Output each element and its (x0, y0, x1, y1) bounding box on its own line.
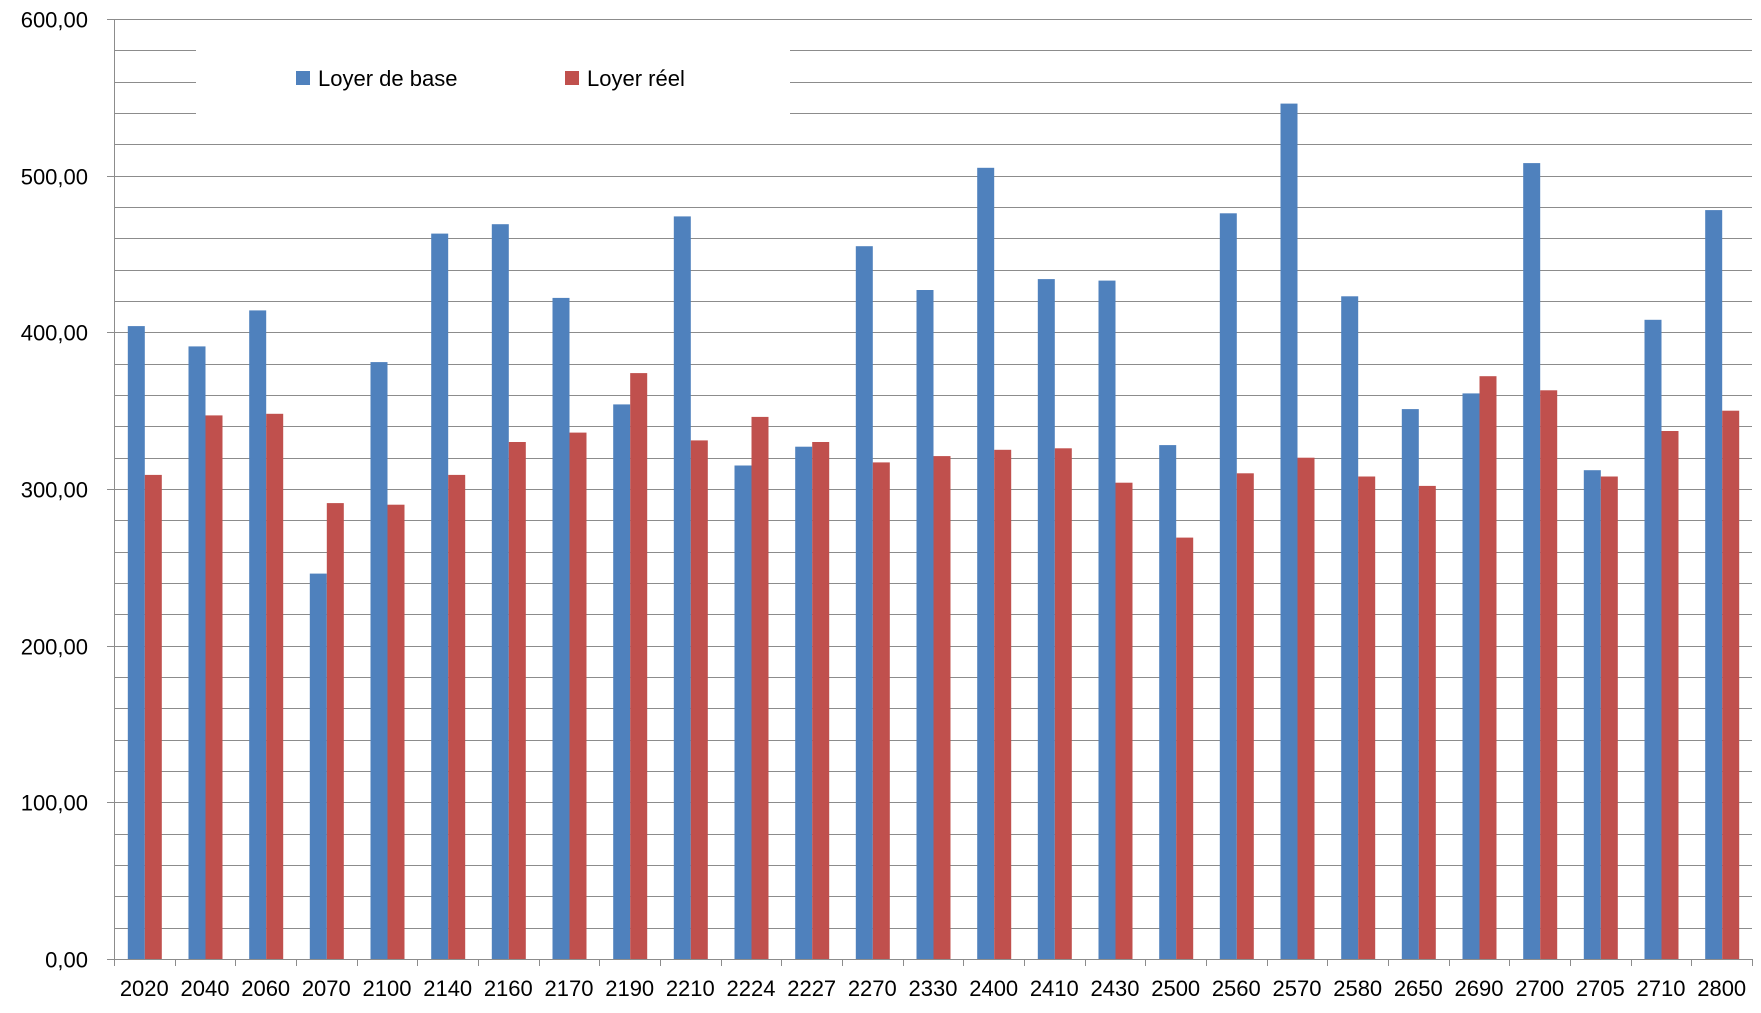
bar-loyer-de-base-2330 (916, 290, 934, 959)
x-tick-label: 2190 (605, 976, 654, 1001)
bar-loyer-reel-2190 (630, 373, 648, 960)
x-tick-label: 2705 (1576, 976, 1625, 1001)
bar-loyer-de-base-2224 (734, 465, 752, 959)
bar-loyer-de-base-2410 (1037, 279, 1055, 960)
bar-loyer-reel-2560 (1236, 473, 1254, 959)
bar-loyer-de-base-2400 (977, 167, 995, 960)
bar-loyer-reel-2070 (326, 503, 344, 959)
bar-loyer-de-base-2700 (1523, 163, 1541, 960)
y-tick-label: 200,00 (21, 635, 88, 660)
bar-loyer-de-base-2100 (370, 362, 388, 960)
bar-loyer-reel-2570 (1297, 457, 1315, 959)
bar-loyer-de-base-2170 (552, 297, 570, 959)
bar-loyer-reel-2430 (1115, 482, 1133, 959)
y-tick-label: 0,00 (45, 948, 88, 973)
bar-loyer-reel-2040 (205, 415, 223, 959)
bar-loyer-reel-2705 (1600, 476, 1618, 959)
bar-loyer-reel-2400 (994, 449, 1012, 959)
y-tick-label: 500,00 (21, 165, 88, 190)
bar-loyer-reel-2160 (508, 442, 526, 959)
x-tick-label: 2227 (787, 976, 836, 1001)
x-tick-label: 2800 (1697, 976, 1746, 1001)
x-tick-label: 2270 (848, 976, 897, 1001)
bar-loyer-reel-2690 (1479, 376, 1497, 959)
x-tick-label: 2700 (1515, 976, 1564, 1001)
bar-loyer-reel-2060 (266, 413, 284, 959)
bar-loyer-de-base-2710 (1644, 319, 1662, 959)
bar-loyer-reel-2227 (812, 442, 830, 959)
x-tick-label: 2400 (969, 976, 1018, 1001)
bar-loyer-de-base-2210 (673, 216, 691, 959)
bar-loyer-reel-2100 (387, 504, 405, 959)
y-tick-label: 100,00 (21, 791, 88, 816)
bar-loyer-de-base-2560 (1219, 213, 1237, 960)
x-tick-label: 2210 (666, 976, 715, 1001)
bar-loyer-de-base-2060 (249, 310, 267, 959)
bar-loyer-reel-2330 (933, 456, 951, 959)
bar-loyer-reel-2210 (690, 440, 708, 959)
bar-loyer-reel-2140 (448, 474, 466, 959)
bar-loyer-de-base-2040 (188, 346, 206, 959)
x-tick-label: 2410 (1030, 976, 1079, 1001)
x-tick-label: 2580 (1333, 976, 1382, 1001)
x-tick-label: 2560 (1212, 976, 1261, 1001)
bar-loyer-reel-2500 (1176, 537, 1194, 959)
x-tick-label: 2060 (241, 976, 290, 1001)
x-tick-label: 2224 (727, 976, 776, 1001)
bar-loyer-de-base-2227 (795, 446, 813, 959)
bar-loyer-de-base-2140 (431, 233, 449, 960)
legend-label-loyer-reel: Loyer réel (587, 66, 685, 91)
bar-loyer-de-base-2270 (855, 246, 873, 959)
bar-loyer-de-base-2705 (1583, 470, 1601, 959)
x-tick-label: 2170 (545, 976, 594, 1001)
legend-label-loyer-de-base: Loyer de base (318, 66, 457, 91)
bar-loyer-de-base-2160 (491, 224, 509, 959)
x-tick-label: 2160 (484, 976, 533, 1001)
x-tick-label: 2710 (1637, 976, 1686, 1001)
legend-swatch-loyer-reel (565, 71, 579, 85)
bar-loyer-de-base-2570 (1280, 103, 1298, 960)
x-tick-label: 2140 (423, 976, 472, 1001)
bar-loyer-de-base-2650 (1401, 409, 1419, 960)
x-tick-label: 2650 (1394, 976, 1443, 1001)
bar-loyer-reel-2580 (1358, 476, 1376, 959)
x-tick-label: 2430 (1091, 976, 1140, 1001)
bar-loyer-reel-2410 (1054, 448, 1072, 959)
bar-loyer-reel-2020 (144, 474, 162, 959)
legend-swatch-loyer-de-base (296, 71, 310, 85)
x-tick-label: 2330 (909, 976, 958, 1001)
x-tick-label: 2040 (181, 976, 230, 1001)
legend: Loyer de base Loyer réel (296, 66, 685, 91)
axes: 0,00 100,00 200,00 300,00 400,00 500,00 600,00… (21, 8, 1753, 1001)
bar-loyer-de-base-2070 (309, 573, 327, 959)
bars (127, 103, 1740, 960)
bar-loyer-reel-2650 (1418, 485, 1436, 959)
bar-loyer-de-base-2580 (1341, 296, 1359, 959)
bar-loyer-de-base-2430 (1098, 280, 1116, 960)
bar-loyer-reel-2800 (1722, 410, 1740, 959)
x-tick-label: 2070 (302, 976, 351, 1001)
bar-loyer-reel-2170 (569, 432, 587, 960)
y-tick-label: 300,00 (21, 478, 88, 503)
y-tick-label: 600,00 (21, 8, 88, 33)
bar-loyer-de-base-2800 (1705, 210, 1723, 960)
bar-loyer-reel-2700 (1540, 390, 1558, 959)
bar-loyer-de-base-2020 (127, 326, 145, 960)
bar-loyer-reel-2710 (1661, 431, 1679, 959)
x-tick-label: 2020 (120, 976, 169, 1001)
x-tick-label: 2690 (1455, 976, 1504, 1001)
bar-loyer-reel-2224 (751, 416, 769, 959)
x-tick-label: 2100 (363, 976, 412, 1001)
bar-loyer-reel-2270 (872, 462, 890, 959)
x-tick-label: 2500 (1151, 976, 1200, 1001)
x-tick-label: 2570 (1273, 976, 1322, 1001)
y-tick-label: 400,00 (21, 321, 88, 346)
bar-loyer-de-base-2500 (1159, 445, 1177, 960)
bar-loyer-de-base-2690 (1462, 393, 1480, 959)
bar-loyer-de-base-2190 (613, 404, 631, 959)
